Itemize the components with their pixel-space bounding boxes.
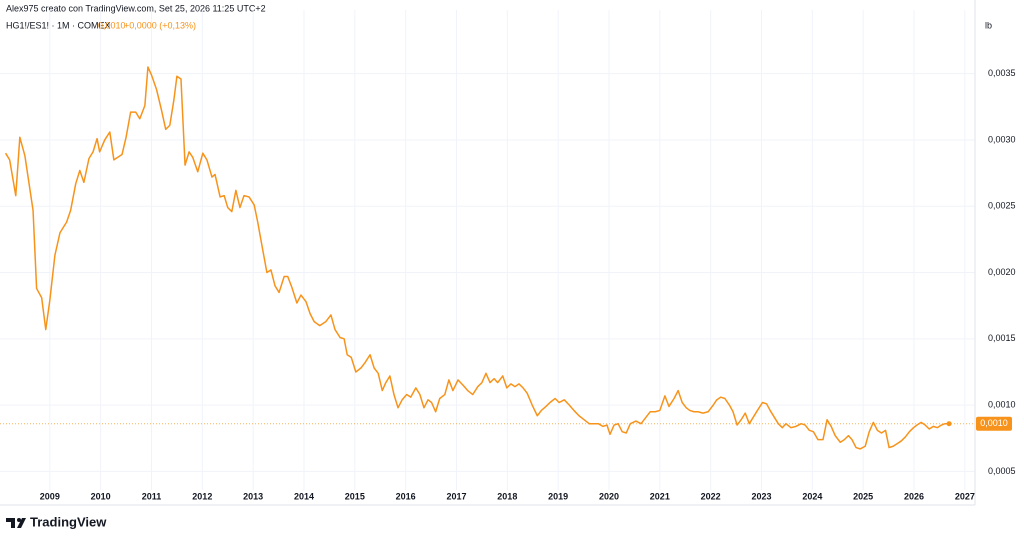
x-tick-label: 2017 (446, 491, 466, 501)
price: 0,0010 (98, 20, 126, 30)
logo-icon (6, 518, 26, 528)
x-tick-label: 2020 (599, 491, 619, 501)
x-tick-label: 2025 (853, 491, 873, 501)
x-tick-label: 2010 (91, 491, 111, 501)
y-tick-label: 0,0005 (988, 466, 1016, 476)
y-tick-label: 0,0020 (988, 267, 1016, 277)
x-tick-label: 2009 (40, 491, 60, 501)
logo: TradingView (6, 514, 107, 529)
x-tick-label: 2012 (192, 491, 212, 501)
y-tick-label: 0,0010 (988, 400, 1016, 410)
logo-text: TradingView (30, 514, 107, 529)
x-tick-label: 2014 (294, 491, 314, 501)
x-tick-label: 2013 (243, 491, 263, 501)
last-label: 0,0010 (980, 418, 1008, 428)
x-tick-label: 2021 (650, 491, 670, 501)
symbol: HG1!/ES1! · 1M · COMEX (6, 20, 111, 30)
x-tick-label: 2015 (345, 491, 365, 501)
logo-dot (17, 518, 21, 522)
x-tick-label: 2023 (751, 491, 771, 501)
unit: lb (985, 20, 992, 30)
change: +0,0000 (+0,13%) (124, 20, 196, 30)
last-label-box (976, 416, 1012, 431)
x-tick-label: 2018 (497, 491, 517, 501)
last-point (946, 421, 952, 427)
y-tick-label: 0,0035 (988, 68, 1016, 78)
x-tick-label: 2016 (396, 491, 416, 501)
x-tick-label: 2022 (701, 491, 721, 501)
attribution: Alex975 creato con TradingView.com, Set … (6, 3, 266, 13)
x-tick-label: 2026 (904, 491, 924, 501)
x-tick-label: 2024 (802, 491, 822, 501)
y-tick-label: 0,0015 (988, 333, 1016, 343)
y-tick-label: 0,0025 (988, 201, 1016, 211)
y-tick-label: 0,0030 (988, 134, 1016, 144)
x-tick-label: 2019 (548, 491, 568, 501)
x-tick-label: 2011 (142, 491, 162, 501)
x-tick-label: 2027 (955, 491, 975, 501)
